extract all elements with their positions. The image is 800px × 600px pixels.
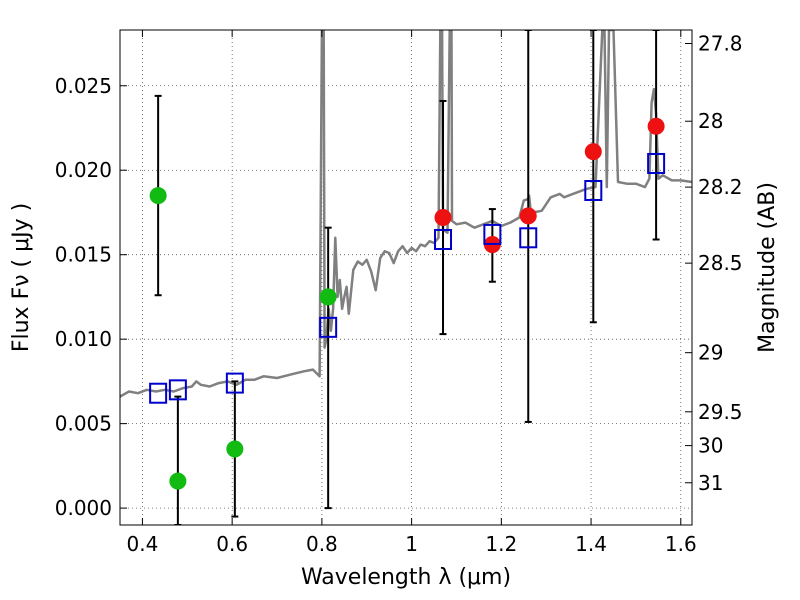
right-tick-label: 29 xyxy=(698,341,723,365)
red-data-point xyxy=(434,209,452,227)
model-square-point xyxy=(168,379,187,401)
model-square-point xyxy=(149,382,168,404)
right-tick-label: 28.5 xyxy=(698,251,743,275)
errorbar-layer xyxy=(154,30,660,525)
y-tick-label: 0.020 xyxy=(55,158,112,182)
x-tick-label: 1.6 xyxy=(665,532,697,556)
spectrum-line xyxy=(120,30,692,398)
right-tick-label: 30 xyxy=(698,434,723,458)
x-tick-label: 1.2 xyxy=(485,532,517,556)
x-tick-label: 1.4 xyxy=(575,532,607,556)
x-axis-label: Wavelength λ (μm) xyxy=(301,565,511,590)
green-data-point xyxy=(319,288,337,306)
green-data-point xyxy=(226,440,244,458)
green-data-point xyxy=(169,472,187,490)
model-square-point xyxy=(647,152,666,174)
y-tick-label: 0.000 xyxy=(55,496,112,520)
x-tick-label: 0.8 xyxy=(306,532,338,556)
x-tick-label: 0.4 xyxy=(127,532,159,556)
right-tick-label: 29.5 xyxy=(698,400,743,424)
plot-frame xyxy=(119,29,693,526)
y-tick-label: 0.005 xyxy=(55,412,112,436)
red-data-point xyxy=(647,117,665,135)
y-tick-label: 0.015 xyxy=(55,243,112,267)
x-tick-label: 1 xyxy=(405,532,418,556)
model-square-point xyxy=(584,179,603,201)
y-axis-label: Flux Fν ( μJy ) xyxy=(9,203,34,352)
right-tick-label: 28 xyxy=(698,109,723,133)
right-axis-label: Magnitude (AB) xyxy=(755,182,780,353)
x-tick-label: 0.6 xyxy=(216,532,248,556)
y-tick-label: 0.010 xyxy=(55,327,112,351)
model-square-point xyxy=(225,372,244,394)
red-data-point xyxy=(584,143,602,161)
red-data-point xyxy=(519,207,537,225)
spectrum-layer xyxy=(120,30,692,398)
y-tick-label: 0.025 xyxy=(55,74,112,98)
green-data-point xyxy=(149,187,167,205)
model-square-point xyxy=(319,316,338,338)
right-tick-label: 27.8 xyxy=(698,32,743,56)
model-square-point xyxy=(483,223,502,245)
model-square-point xyxy=(434,228,453,250)
tick-layer: 0.4 0.6 0.8 1 1.2 1.4 1.6 0.000 0.005 0.010 0.015 0… xyxy=(55,30,743,556)
point-layer xyxy=(149,117,666,490)
right-tick-label: 28.2 xyxy=(698,175,743,199)
model-square-point xyxy=(519,227,538,249)
right-tick-label: 31 xyxy=(698,471,723,495)
